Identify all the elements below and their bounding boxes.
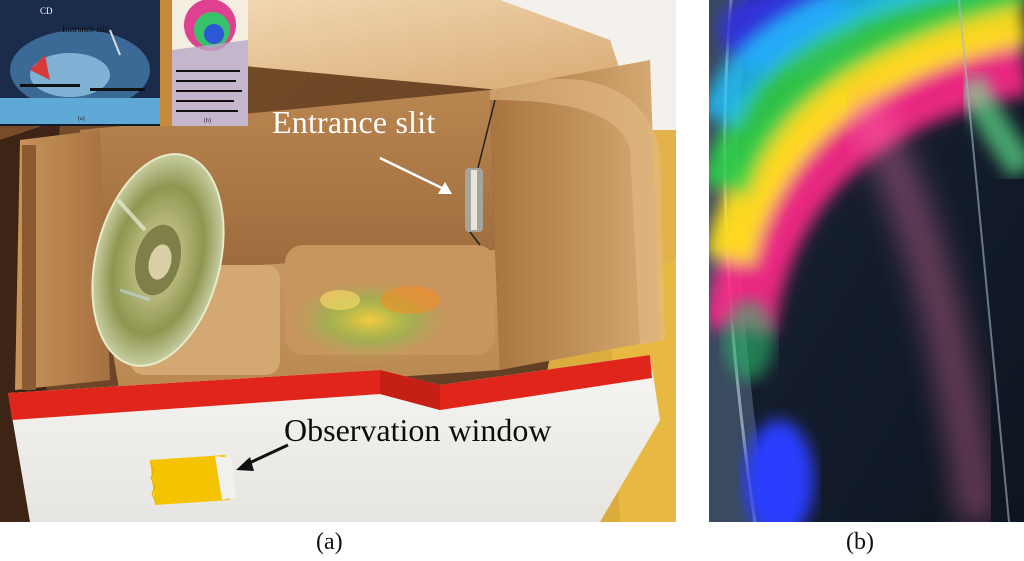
- inset-caption-a: (a): [78, 116, 85, 122]
- observation-window: [149, 455, 236, 505]
- inset-image: [0, 0, 248, 126]
- cardboard-box-photo: [0, 0, 676, 522]
- photo-panel-a: CD Entrance slit (a) (b) Entrance slit O…: [0, 0, 676, 522]
- label-observation-window: Observation window: [284, 412, 552, 448]
- arrow-observation-window: [236, 443, 289, 471]
- inset-thumbnail: CD Entrance slit (a) (b): [0, 0, 248, 126]
- inset-caption-b: (b): [204, 118, 211, 124]
- caption-panel-b: (b): [846, 529, 874, 555]
- photo-panel-b: [709, 0, 1024, 522]
- caption-panel-a: (a): [316, 529, 343, 555]
- arrow-entrance-slit: [379, 156, 452, 194]
- inset-label-slit: Entrance slit: [62, 24, 108, 34]
- label-entrance-slit: Entrance slit: [272, 104, 436, 140]
- cd-disc: [91, 153, 225, 367]
- cd-spectrum-photo: [709, 0, 1024, 522]
- entrance-slit-device: [465, 99, 496, 246]
- inset-label-cd: CD: [40, 6, 53, 16]
